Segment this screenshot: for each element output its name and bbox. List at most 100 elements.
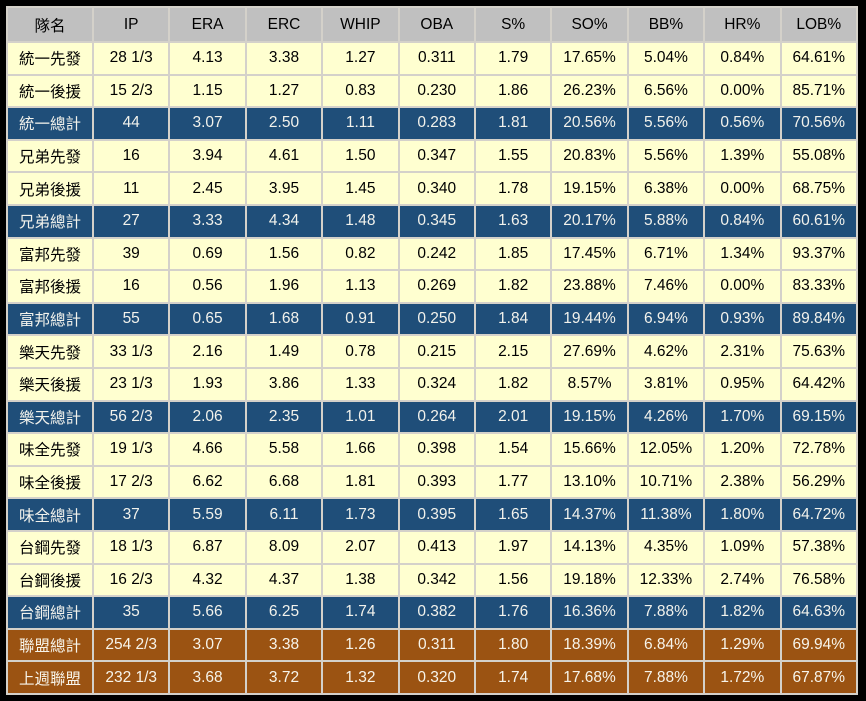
- table-row: 統一總計 44 3.07 2.50 1.11 0.283 1.81 20.56% 5.56% 0.…: [6, 106, 859, 141]
- stat-cell: 2.01: [473, 399, 553, 435]
- stat-cell: 69.94%: [779, 627, 859, 663]
- stat-cell: 0.320: [397, 660, 476, 695]
- stat-cell: 6.94%: [626, 301, 706, 337]
- stat-cell: 19.15%: [550, 399, 629, 435]
- stat-cell: 1.82: [473, 269, 553, 304]
- stat-cell: 0.00%: [703, 73, 782, 109]
- stat-cell: 39: [91, 236, 171, 272]
- stat-cell: 1.26: [321, 627, 400, 663]
- stat-cell: 1.13: [321, 269, 400, 304]
- stat-cell: 3.94: [168, 138, 247, 174]
- stat-cell: 1.97: [473, 529, 553, 565]
- stat-cell: 18.39%: [550, 627, 629, 663]
- stat-cell: 0.78: [321, 334, 400, 369]
- stat-cell: 37: [91, 497, 171, 532]
- stat-cell: 27.69%: [550, 334, 629, 369]
- stat-cell: 5.04%: [626, 41, 706, 76]
- column-header: HR%: [703, 6, 782, 43]
- column-header: IP: [91, 6, 171, 43]
- team-name-cell: 上週聯盟: [6, 660, 94, 695]
- stat-cell: 0.250: [397, 301, 476, 337]
- stat-cell: 64.61%: [779, 41, 859, 76]
- stat-cell: 2.07: [321, 529, 400, 565]
- stat-cell: 16.36%: [550, 595, 629, 630]
- table-row: 統一後援 15 2/3 1.15 1.27 0.83 0.230 1.86 26.23% 6.5…: [6, 73, 859, 109]
- stat-cell: 1.81: [473, 106, 553, 141]
- stat-cell: 0.347: [397, 138, 476, 174]
- table-row: 味全總計 37 5.59 6.11 1.73 0.395 1.65 14.37% 11.38% 1…: [6, 497, 859, 532]
- column-header: LOB%: [779, 6, 859, 43]
- stat-cell: 85.71%: [779, 73, 859, 109]
- stat-cell: 0.242: [397, 236, 476, 272]
- stat-cell: 6.71%: [626, 236, 706, 272]
- stat-cell: 5.58: [244, 432, 324, 467]
- stat-cell: 0.395: [397, 497, 476, 532]
- stat-cell: 0.311: [397, 627, 476, 663]
- stat-cell: 0.65: [168, 301, 247, 337]
- column-header: WHIP: [321, 6, 400, 43]
- column-header: BB%: [626, 6, 706, 43]
- stat-cell: 0.342: [397, 562, 476, 598]
- stat-cell: 0.56%: [703, 106, 782, 141]
- stat-cell: 2.45: [168, 171, 247, 206]
- stat-cell: 4.26%: [626, 399, 706, 435]
- stat-cell: 0.82: [321, 236, 400, 272]
- stat-cell: 0.393: [397, 464, 476, 500]
- table-header-row: 隊名 IP ERA ERC WHIP OBA S% SO% BB% HR% LOB%: [6, 6, 859, 43]
- stat-cell: 0.84%: [703, 41, 782, 76]
- stat-cell: 1.82: [473, 366, 553, 402]
- team-name-cell: 味全先發: [6, 432, 94, 467]
- stat-cell: 27: [91, 203, 171, 239]
- stat-cell: 1.63: [473, 203, 553, 239]
- stat-cell: 1.78: [473, 171, 553, 206]
- stat-cell: 0.398: [397, 432, 476, 467]
- stat-cell: 1.93: [168, 366, 247, 402]
- team-name-cell: 統一總計: [6, 106, 94, 141]
- stat-cell: 89.84%: [779, 301, 859, 337]
- stat-cell: 17 2/3: [91, 464, 171, 500]
- stat-cell: 83.33%: [779, 269, 859, 304]
- team-name-cell: 味全後援: [6, 464, 94, 500]
- team-name-cell: 樂天後援: [6, 366, 94, 402]
- stat-cell: 33 1/3: [91, 334, 171, 369]
- stat-cell: 35: [91, 595, 171, 630]
- stat-cell: 3.38: [244, 41, 324, 76]
- stat-cell: 7.46%: [626, 269, 706, 304]
- column-header: ERA: [168, 6, 247, 43]
- stat-cell: 1.56: [244, 236, 324, 272]
- stat-cell: 56 2/3: [91, 399, 171, 435]
- stat-cell: 1.20%: [703, 432, 782, 467]
- stat-cell: 2.35: [244, 399, 324, 435]
- stat-cell: 1.74: [473, 660, 553, 695]
- stat-cell: 11: [91, 171, 171, 206]
- stat-cell: 12.05%: [626, 432, 706, 467]
- stat-cell: 16: [91, 138, 171, 174]
- stat-cell: 6.62: [168, 464, 247, 500]
- stat-cell: 1.77: [473, 464, 553, 500]
- stat-cell: 55: [91, 301, 171, 337]
- stat-cell: 0.84%: [703, 203, 782, 239]
- stat-cell: 6.84%: [626, 627, 706, 663]
- stat-cell: 6.87: [168, 529, 247, 565]
- stat-cell: 6.38%: [626, 171, 706, 206]
- table-row: 台鋼先發 18 1/3 6.87 8.09 2.07 0.413 1.97 14.13% 4.3…: [6, 529, 859, 565]
- stat-cell: 75.63%: [779, 334, 859, 369]
- stat-cell: 18 1/3: [91, 529, 171, 565]
- table-row: 兄弟後援 11 2.45 3.95 1.45 0.340 1.78 19.15% 6.38% 0.…: [6, 171, 859, 206]
- stat-cell: 1.32: [321, 660, 400, 695]
- stat-cell: 19 1/3: [91, 432, 171, 467]
- stat-cell: 2.16: [168, 334, 247, 369]
- stat-cell: 14.13%: [550, 529, 629, 565]
- team-name-cell: 聯盟總計: [6, 627, 94, 663]
- stat-cell: 0.91: [321, 301, 400, 337]
- stat-cell: 15 2/3: [91, 73, 171, 109]
- stat-cell: 60.61%: [779, 203, 859, 239]
- stat-cell: 4.32: [168, 562, 247, 598]
- table-row: 上週聯盟 232 1/3 3.68 3.72 1.32 0.320 1.74 17.68% 7.…: [6, 660, 859, 695]
- stat-cell: 0.311: [397, 41, 476, 76]
- stat-cell: 11.38%: [626, 497, 706, 532]
- pitching-stats-table: 隊名 IP ERA ERC WHIP OBA S% SO% BB% HR% LOB% 統一先發 28 …: [6, 6, 859, 695]
- stat-cell: 1.33: [321, 366, 400, 402]
- stat-cell: 1.01: [321, 399, 400, 435]
- stat-cell: 4.37: [244, 562, 324, 598]
